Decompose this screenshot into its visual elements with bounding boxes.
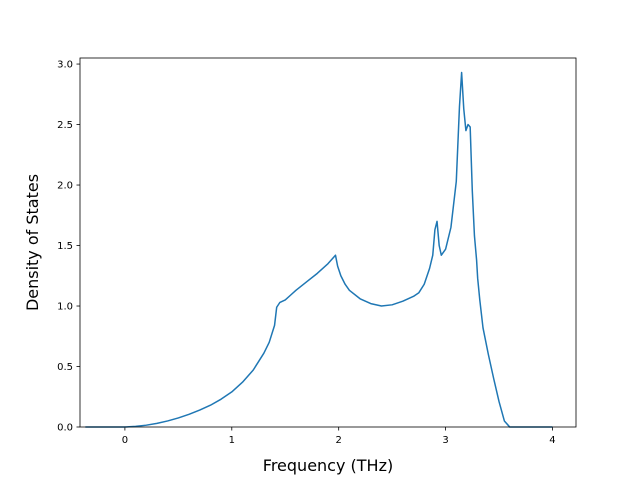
plot-frame — [79, 57, 577, 428]
y-tick-label: 2.0 — [57, 181, 73, 192]
dos-series-line — [85, 71, 553, 428]
x-tick-label: 3 — [442, 435, 448, 446]
y-tick-label: 1.5 — [57, 241, 73, 252]
x-tick-label: 1 — [229, 435, 235, 446]
y-tick-label: 2.5 — [57, 120, 73, 131]
x-tick-label: 4 — [549, 435, 555, 446]
x-tick-label: 2 — [336, 435, 342, 446]
x-tick-label: 0 — [122, 435, 128, 446]
y-tick-label: 3.0 — [57, 60, 73, 71]
x-axis-label: Frequency (THz) — [263, 456, 393, 475]
y-axis-label: Density of States — [23, 174, 42, 311]
y-tick-label: 0.0 — [57, 423, 73, 434]
y-tick-label: 0.5 — [57, 362, 73, 373]
y-axis-ticks: 0.0 0.5 1.0 1.5 2.0 2.5 3.0 — [57, 60, 80, 434]
y-tick-label: 1.0 — [57, 302, 73, 313]
x-axis-ticks: 0 1 2 3 4 — [122, 427, 556, 446]
